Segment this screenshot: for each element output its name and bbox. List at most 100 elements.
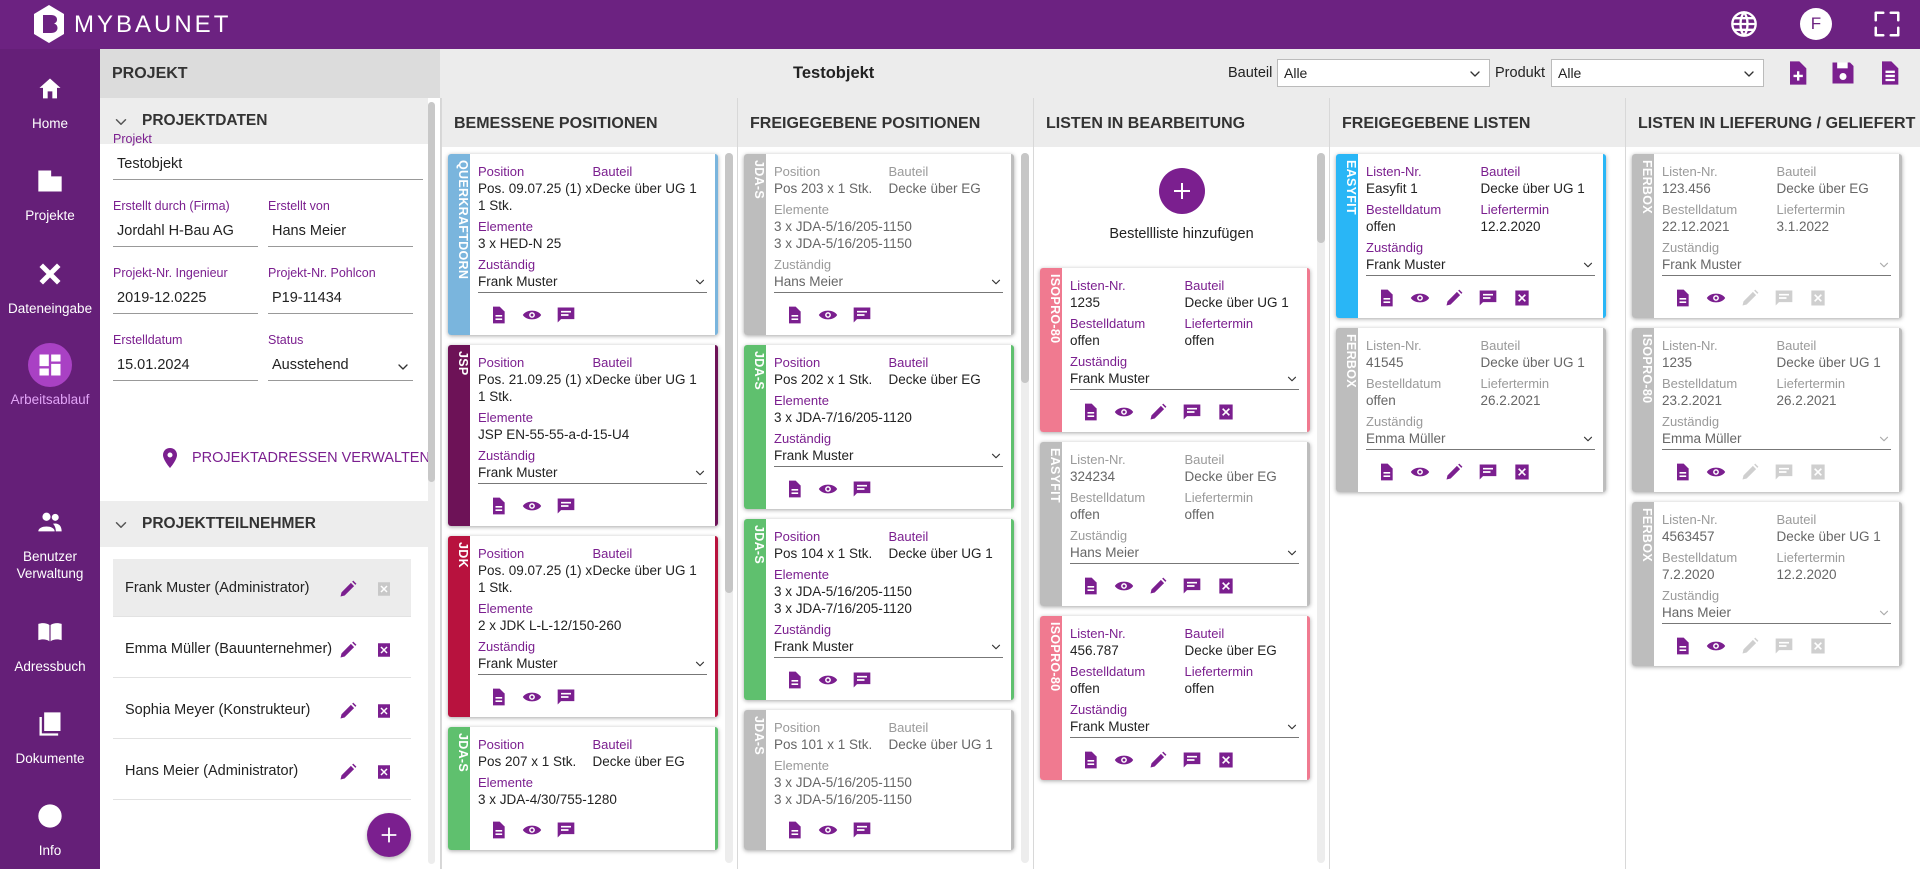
chat-icon[interactable] (556, 820, 576, 840)
eye-icon[interactable] (1114, 402, 1134, 422)
eye-icon[interactable] (1114, 750, 1134, 770)
eye-icon[interactable] (818, 305, 838, 325)
assignee-select[interactable]: Hans Meier (1070, 544, 1299, 564)
assignee-select[interactable]: Emma Müller (1366, 430, 1595, 450)
chat-icon[interactable] (556, 305, 576, 325)
eye-icon[interactable] (1114, 576, 1134, 596)
nav-item[interactable]: Benutzer Verwaltung (0, 494, 100, 581)
add-list-button[interactable] (1158, 168, 1205, 214)
pen-icon[interactable] (1444, 462, 1464, 482)
eye-icon[interactable] (522, 687, 542, 707)
newdoc-icon[interactable] (1783, 59, 1811, 87)
eye-icon[interactable] (1706, 288, 1726, 308)
del-icon[interactable] (1808, 288, 1828, 308)
nav-item[interactable]: Info (0, 788, 100, 860)
full-icon[interactable] (1872, 9, 1902, 39)
filter-select[interactable]: Alle (1277, 59, 1490, 87)
doc-icon[interactable] (784, 670, 804, 690)
nav-item[interactable]: Dateneingabe (0, 246, 100, 318)
doc-icon[interactable] (1672, 636, 1692, 656)
chat-icon[interactable] (852, 479, 872, 499)
eye-icon[interactable] (1706, 462, 1726, 482)
field-value[interactable]: Hans Meier (268, 219, 413, 247)
del-icon[interactable] (1216, 750, 1236, 770)
doc-icon[interactable] (1080, 402, 1100, 422)
save-icon[interactable] (1829, 59, 1857, 87)
chat-icon[interactable] (556, 496, 576, 516)
eye-icon[interactable] (818, 670, 838, 690)
address-button[interactable]: PROJEKTADRESSEN VERWALTEN (158, 443, 430, 473)
chat-icon[interactable] (852, 820, 872, 840)
pen-icon[interactable] (338, 762, 358, 782)
doc-icon[interactable] (1376, 462, 1396, 482)
filter-select[interactable]: Alle (1551, 59, 1764, 87)
nav-item[interactable]: Dokumente (0, 696, 100, 768)
field-value[interactable]: 2019-12.0225 (113, 286, 258, 314)
assignee-select[interactable]: Frank Muster (478, 464, 707, 484)
field-value[interactable]: Jordahl H-Bau AG (113, 219, 258, 247)
chat-icon[interactable] (1478, 288, 1498, 308)
doc-icon[interactable] (488, 687, 508, 707)
assignee-select[interactable]: Frank Muster (1662, 256, 1891, 276)
eye-icon[interactable] (818, 479, 838, 499)
chat-icon[interactable] (1478, 462, 1498, 482)
del-icon[interactable] (1808, 636, 1828, 656)
eye-icon[interactable] (1410, 288, 1430, 308)
assignee-select[interactable]: Frank Muster (774, 638, 1003, 658)
chat-icon[interactable] (1774, 462, 1794, 482)
eye-icon[interactable] (522, 305, 542, 325)
field-value[interactable]: Testobjekt (113, 152, 423, 180)
chat-icon[interactable] (1182, 402, 1202, 422)
pen-icon[interactable] (338, 640, 358, 660)
nav-item[interactable]: Adressbuch (0, 604, 100, 676)
add-member-button[interactable] (367, 813, 411, 857)
chat-icon[interactable] (556, 687, 576, 707)
chat-icon[interactable] (852, 670, 872, 690)
del-icon[interactable] (375, 763, 393, 781)
doc-icon[interactable] (488, 496, 508, 516)
del-icon[interactable] (375, 580, 393, 598)
nav-item[interactable]: Projekte (0, 153, 100, 225)
eye-icon[interactable] (522, 820, 542, 840)
doc-icon[interactable] (488, 820, 508, 840)
assignee-select[interactable]: Frank Muster (478, 273, 707, 293)
assignee-select[interactable]: Hans Meier (1662, 604, 1891, 624)
del-icon[interactable] (1512, 462, 1532, 482)
doc-icon[interactable] (1672, 462, 1692, 482)
doc-icon[interactable] (784, 479, 804, 499)
doc-icon[interactable] (488, 305, 508, 325)
field-value[interactable]: 15.01.2024 (113, 353, 258, 381)
pen-icon[interactable] (338, 579, 358, 599)
del-icon[interactable] (375, 641, 393, 659)
chat-icon[interactable] (852, 305, 872, 325)
pen-icon[interactable] (1740, 636, 1760, 656)
assignee-select[interactable]: Emma Müller (1662, 430, 1891, 450)
nav-item[interactable]: Home (0, 61, 100, 133)
chat-icon[interactable] (1182, 576, 1202, 596)
assignee-select[interactable]: Hans Meier (774, 273, 1003, 293)
eye-icon[interactable] (522, 496, 542, 516)
pen-icon[interactable] (338, 701, 358, 721)
doc-icon[interactable] (1080, 576, 1100, 596)
pen-icon[interactable] (1740, 288, 1760, 308)
chat-icon[interactable] (1774, 636, 1794, 656)
assignee-select[interactable]: Frank Muster (1366, 256, 1595, 276)
field-value[interactable]: P19-11434 (268, 286, 413, 314)
del-icon[interactable] (1216, 402, 1236, 422)
pen-icon[interactable] (1148, 750, 1168, 770)
doc-icon[interactable] (1672, 288, 1692, 308)
globe-icon[interactable] (1730, 10, 1758, 38)
assignee-select[interactable]: Frank Muster (774, 447, 1003, 467)
del-icon[interactable] (375, 702, 393, 720)
chat-icon[interactable] (1774, 288, 1794, 308)
del-icon[interactable] (1216, 576, 1236, 596)
del-icon[interactable] (1808, 462, 1828, 482)
list-icon[interactable] (1875, 59, 1903, 87)
eye-icon[interactable] (818, 820, 838, 840)
doc-icon[interactable] (784, 305, 804, 325)
nav-item[interactable]: Arbeitsablauf (0, 337, 100, 409)
pen-icon[interactable] (1444, 288, 1464, 308)
eye-icon[interactable] (1410, 462, 1430, 482)
pen-icon[interactable] (1148, 402, 1168, 422)
add-list[interactable]: Bestellliste hinzufügen (1034, 154, 1329, 268)
